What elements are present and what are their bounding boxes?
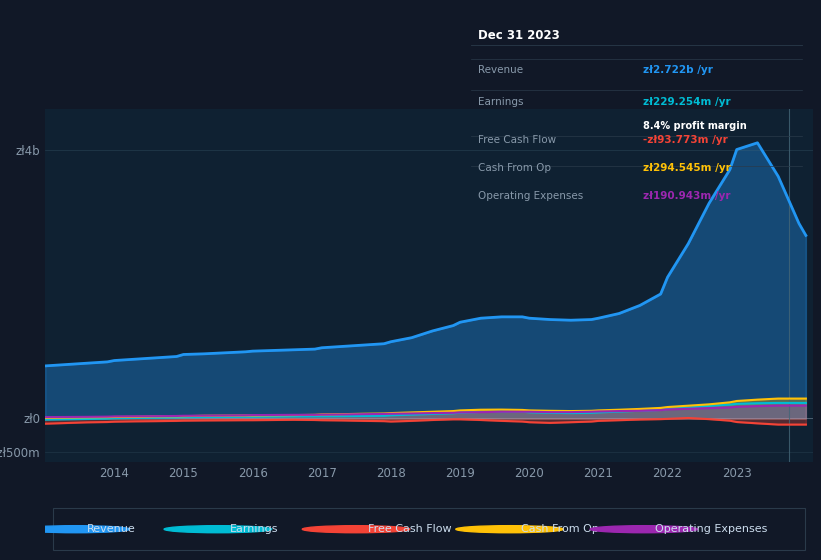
Text: zł229.254m /yr: zł229.254m /yr (643, 97, 731, 108)
Text: Earnings: Earnings (229, 524, 277, 534)
Text: 8.4% profit margin: 8.4% profit margin (643, 121, 747, 131)
Circle shape (590, 526, 698, 533)
Text: Revenue: Revenue (478, 66, 523, 76)
Text: zł294.545m /yr: zł294.545m /yr (643, 163, 731, 173)
Text: Operating Expenses: Operating Expenses (478, 191, 583, 200)
Circle shape (22, 526, 130, 533)
Circle shape (302, 526, 410, 533)
Text: Earnings: Earnings (478, 97, 523, 108)
Text: Cash From Op: Cash From Op (478, 163, 551, 173)
Text: Revenue: Revenue (87, 524, 136, 534)
Text: -zł93.773m /yr: -zł93.773m /yr (643, 135, 728, 145)
Text: Cash From Op: Cash From Op (521, 524, 599, 534)
Circle shape (456, 526, 563, 533)
Text: zł2.722b /yr: zł2.722b /yr (643, 66, 713, 76)
Text: Free Cash Flow: Free Cash Flow (368, 524, 452, 534)
Text: zł190.943m /yr: zł190.943m /yr (643, 191, 731, 200)
Circle shape (164, 526, 272, 533)
Text: Operating Expenses: Operating Expenses (655, 524, 768, 534)
Text: Dec 31 2023: Dec 31 2023 (478, 29, 559, 42)
Text: Free Cash Flow: Free Cash Flow (478, 135, 556, 145)
